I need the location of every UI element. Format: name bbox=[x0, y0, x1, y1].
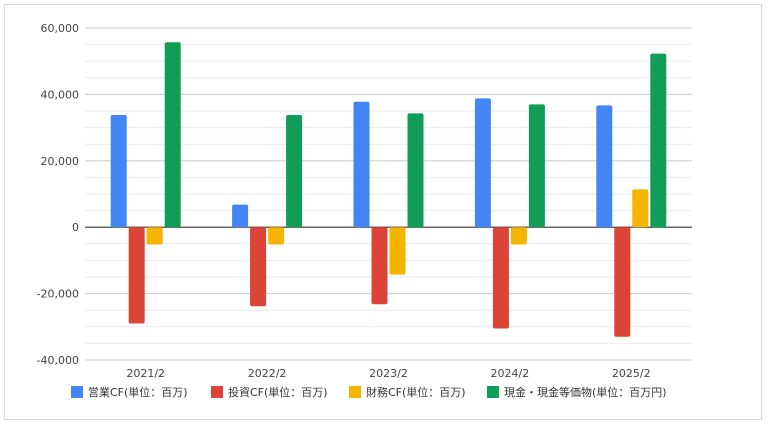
bar bbox=[650, 53, 667, 228]
legend-swatch bbox=[211, 386, 223, 398]
x-tick-label: 2024/2 bbox=[491, 367, 530, 380]
y-tick-label: -40,000 bbox=[37, 354, 79, 367]
bar bbox=[232, 204, 249, 228]
y-tick-label: 60,000 bbox=[41, 22, 80, 35]
legend-label: 営業CF(単位：百万) bbox=[88, 385, 188, 399]
x-tick-label: 2022/2 bbox=[248, 367, 287, 380]
bar-chart: 60,000 40,000 20,000 0 -20,000 -40,000 2021/2 2… bbox=[37, 22, 692, 399]
y-tick-label: 40,000 bbox=[41, 88, 80, 101]
bar bbox=[407, 113, 424, 228]
y-tick-label: 20,000 bbox=[41, 155, 80, 168]
chart-frame: 60,000 40,000 20,000 0 -20,000 -40,000 2021/2 2… bbox=[4, 4, 762, 420]
x-tick-label: 2021/2 bbox=[126, 367, 165, 380]
y-tick-label: -20,000 bbox=[37, 288, 79, 301]
y-tick-label: 0 bbox=[72, 221, 79, 234]
bar bbox=[596, 105, 613, 228]
bar bbox=[371, 227, 388, 305]
legend-label: 財務CF(単位：百万) bbox=[366, 385, 466, 399]
bar bbox=[492, 227, 509, 329]
bar bbox=[474, 98, 491, 228]
bar bbox=[146, 227, 163, 245]
bar bbox=[164, 42, 181, 228]
bar bbox=[250, 227, 267, 307]
bar bbox=[353, 101, 370, 228]
bar bbox=[528, 104, 545, 228]
bar bbox=[286, 114, 303, 228]
legend-label: 現金・現金等価物(単位：百万円) bbox=[504, 385, 667, 399]
bar bbox=[389, 227, 406, 275]
bar bbox=[128, 227, 145, 324]
legend-label: 投資CF(単位：百万) bbox=[228, 385, 328, 399]
bar bbox=[110, 114, 127, 228]
bar bbox=[268, 227, 285, 245]
bar bbox=[510, 227, 527, 245]
bar bbox=[632, 189, 649, 228]
legend-swatch bbox=[71, 386, 83, 398]
legend-swatch bbox=[349, 386, 361, 398]
bar bbox=[614, 227, 631, 337]
legend-swatch bbox=[487, 386, 499, 398]
x-tick-label: 2025/2 bbox=[612, 367, 651, 380]
x-tick-label: 2023/2 bbox=[369, 367, 408, 380]
